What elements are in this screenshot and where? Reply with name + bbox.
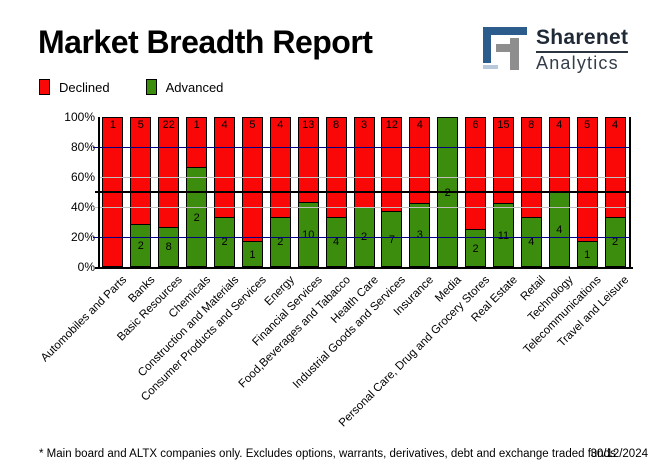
advanced-swatch-icon [145,79,157,95]
declined-count-label: 1 [109,119,116,131]
advanced-count-label: 8 [165,241,172,254]
y-axis-tick-label: 0% [77,260,95,274]
advanced-segment [131,223,151,266]
advanced-count-label: 10 [302,228,315,241]
advanced-segment [270,216,290,266]
declined-count-label: 15 [497,119,510,131]
advanced-segment [326,216,346,266]
declined-count-label: 4 [611,119,619,131]
axis-tick-40 [93,207,98,208]
gridline-50 [95,191,629,193]
right-plot-border [629,117,631,269]
y-axis-tick-label: 80% [70,140,95,154]
y-axis-tick-label: 20% [70,230,95,244]
advanced-segment [382,211,402,266]
advanced-segment [493,203,513,266]
logo-subtitle: Analytics [536,53,619,74]
declined-count-label: 5 [137,119,144,131]
gridline-40 [99,206,629,208]
x-axis-line [95,267,633,269]
advanced-segment [215,216,235,266]
y-axis-tick-label: 100% [64,110,95,124]
advanced-count-label: 1 [249,248,256,261]
sharenet-logo: Sharenet Analytics [483,26,629,74]
declined-count-label: 1 [193,119,200,131]
advanced-count-label: 7 [388,233,395,246]
advanced-count-label: 3 [416,229,423,242]
declined-count-label: 4 [416,119,423,131]
declined-count-label: 4 [277,119,284,131]
gridline-20 [99,236,629,238]
advanced-count-label: 2 [137,239,144,252]
axis-tick-80 [93,147,98,148]
advanced-count-label: 2 [193,211,200,224]
advanced-count-label: 1 [584,248,591,261]
declined-count-label: 3 [360,119,368,131]
advanced-count-label: 11 [494,230,513,242]
declined-count-label: 5 [584,119,591,131]
legend-item-advanced: Advanced [145,79,224,95]
declined-count-label: 12 [385,119,399,131]
y-axis-tick-label: 60% [70,170,95,184]
chart-legend: Declined Advanced [39,79,223,95]
logo-divider [536,51,629,54]
declined-count-label: 22 [162,119,175,131]
logo-text: Sharenet Analytics [536,26,629,74]
declined-count-label: 8 [528,119,535,131]
page-title: Market Breadth Report [38,24,373,60]
report-date: 30/12/2024 [590,448,648,460]
advanced-segment [298,201,318,266]
declined-count-label: 4 [221,119,228,131]
declined-count-label: 4 [556,119,563,131]
declined-count-label: 13 [302,119,315,131]
advanced-count-label: 4 [333,236,340,249]
legend-advanced-label: Advanced [165,79,224,95]
declined-count-label: 5 [249,119,256,131]
y-axis-line [98,117,100,269]
legend-item-declined: Declined [39,79,110,95]
sharenet-s-icon [483,27,527,70]
x-axis-category-label: Automobiles and Parts [39,274,130,365]
advanced-count-label: 4 [528,236,535,249]
footnote: * Main board and ALTX companies only. Ex… [39,448,616,460]
logo-brand: Sharenet [536,26,629,49]
advanced-count-label: 2 [472,242,479,255]
advanced-segment [605,216,625,266]
advanced-count-label: 2 [611,236,619,249]
advanced-count-label: 2 [444,187,451,199]
advanced-count-label: 2 [277,236,284,249]
y-axis-tick-label: 40% [70,200,95,214]
advanced-segment [159,226,179,266]
advanced-segment [410,202,430,266]
advanced-count-label: 2 [221,236,228,249]
advanced-segment [521,216,541,266]
bar-health-care: 32 [353,117,375,267]
gridline-80 [99,146,629,148]
declined-count-label: 6 [472,119,479,131]
advanced-count-label: 4 [556,224,563,236]
advanced-segment [466,229,486,266]
legend-declined-label: Declined [59,79,110,95]
advanced-segment [242,241,262,266]
axis-tick-20 [93,237,98,238]
declined-count-label: 8 [333,119,340,131]
advanced-segment [577,241,597,266]
gridline-60 [99,176,629,178]
declined-swatch-icon [39,79,50,95]
